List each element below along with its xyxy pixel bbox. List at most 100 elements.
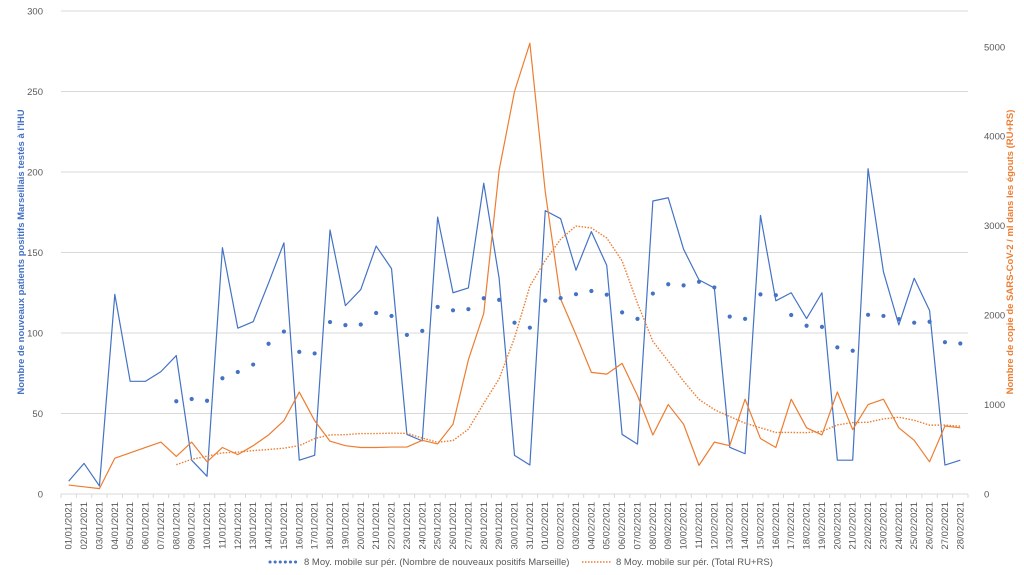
series-1: [68, 42, 961, 490]
x-tick-label: 30/01/2021: [510, 502, 521, 550]
series-2-point: [681, 283, 686, 288]
x-tick-label: 22/01/2021: [387, 502, 398, 550]
series-2-point: [712, 285, 717, 290]
x-tick-label: 11/02/2021: [694, 502, 705, 549]
x-tick-label: 20/02/2021: [832, 502, 843, 550]
x-tick-label: 21/02/2021: [848, 502, 859, 550]
series-3-line: [176, 225, 961, 466]
series-2-point: [604, 292, 609, 297]
left-tick-label: 150: [27, 248, 43, 259]
series-2-point: [251, 362, 256, 367]
series-2-point: [189, 396, 194, 402]
x-tick-label: 04/02/2021: [586, 502, 597, 550]
series-2-point: [773, 293, 778, 298]
series-2-point: [850, 348, 855, 353]
x-tick-label: 10/01/2021: [202, 502, 213, 550]
series-2-point: [896, 317, 901, 322]
x-tick-label: 09/02/2021: [663, 502, 674, 550]
series-2-point: [881, 313, 886, 319]
series-2: [174, 279, 963, 404]
x-tick-label: 28/01/2021: [479, 502, 490, 550]
series-2-point: [343, 323, 348, 328]
series-2-point: [281, 329, 287, 334]
x-tick-label: 04/01/2021: [110, 502, 121, 550]
series-2-point: [512, 320, 517, 325]
x-tick-label: 13/01/2021: [248, 502, 259, 550]
series-2-point: [558, 295, 563, 301]
x-tick-label: 01/02/2021: [540, 502, 551, 550]
series-2-point: [404, 332, 409, 338]
x-tick-label: 24/01/2021: [417, 502, 428, 550]
x-tick-label: 11/01/2021: [217, 502, 228, 549]
left-axis-ticks: 0 50 100 150 200 250 300: [27, 7, 43, 501]
x-tick-label: 23/02/2021: [878, 502, 889, 550]
x-tick-label: 16/02/2021: [771, 502, 782, 550]
right-tick-label: 5000: [984, 42, 1005, 53]
x-tick-label: 08/01/2021: [171, 502, 182, 550]
x-tick-label: 24/02/2021: [894, 502, 905, 550]
series-2-point: [266, 341, 271, 346]
x-tick-label: 05/02/2021: [602, 502, 613, 550]
left-tick-label: 100: [27, 329, 43, 340]
series-2-point: [589, 288, 594, 294]
legend-label-positifs: 8 Moy. mobile sur pér. (Nombre de nouvea…: [304, 557, 569, 568]
series-2-point: [450, 308, 456, 313]
series-2-point: [573, 292, 579, 297]
x-tick-label: 26/01/2021: [448, 502, 459, 550]
x-tick-label: 05/01/2021: [125, 502, 136, 550]
y-axis-right-label: Nombre de copie de SARS-CoV-2 / ml dans …: [1005, 110, 1016, 395]
series-0-line: [68, 168, 961, 487]
legend-label-total: 8 Moy. mobile sur pér. (Total RU+RS): [616, 557, 773, 568]
series-2-point: [220, 376, 225, 381]
x-tick-label: 10/02/2021: [679, 502, 690, 550]
series-2-point: [865, 312, 871, 317]
series-2-point: [958, 341, 963, 346]
series-2-point: [204, 398, 210, 403]
x-tick-label: 09/01/2021: [187, 502, 198, 550]
x-tick-label: 03/01/2021: [94, 502, 105, 550]
x-tick-label: 25/02/2021: [909, 502, 920, 550]
y-axis-left-label: Nombre de nouveaux patients positifs Mar…: [16, 109, 27, 394]
x-tick-label: 01/01/2021: [64, 502, 75, 550]
series-2-point: [297, 349, 302, 354]
x-tick-label: 07/01/2021: [156, 502, 167, 550]
series-2-point: [312, 351, 317, 356]
series-2-point: [789, 312, 794, 318]
series-2-point: [696, 279, 702, 284]
x-tick-label: 18/02/2021: [802, 502, 813, 550]
x-tick-label: 27/02/2021: [940, 502, 951, 550]
series-2-point: [650, 291, 655, 296]
series-2-point: [543, 298, 548, 303]
x-tick-label: 27/01/2021: [463, 502, 474, 550]
series-2-point: [527, 325, 532, 330]
x-tick-label: 28/02/2021: [955, 502, 966, 550]
right-axis-ticks: 0 1000 2000 3000 4000 5000: [984, 42, 1005, 500]
gridlines: [61, 10, 968, 495]
series-2-point: [804, 323, 809, 328]
right-tick-label: 3000: [984, 221, 1005, 232]
x-tick-label: 14/01/2021: [264, 502, 275, 550]
series-2-point: [235, 369, 240, 375]
series-2-point: [758, 292, 763, 297]
x-tick-label: 17/01/2021: [310, 502, 321, 550]
x-tick-label: 06/02/2021: [617, 502, 628, 550]
x-tick-label: 31/01/2021: [525, 502, 536, 550]
series-2-point: [835, 345, 840, 350]
left-tick-label: 50: [32, 409, 43, 420]
x-tick-label: 20/01/2021: [356, 502, 367, 550]
x-tick-label: 02/02/2021: [556, 502, 567, 550]
series-2-point: [174, 399, 179, 404]
series-2-point: [620, 310, 625, 315]
x-tick-label: 19/02/2021: [817, 502, 828, 550]
x-tick-label: 13/02/2021: [725, 502, 736, 550]
x-tick-label: 21/01/2021: [371, 502, 382, 550]
legend: 8 Moy. mobile sur pér. (Nombre de nouvea…: [268, 557, 773, 568]
series-2-point: [481, 296, 486, 301]
x-tick-label: 17/02/2021: [786, 502, 797, 550]
right-tick-label: 2000: [984, 311, 1005, 322]
left-tick-label: 300: [27, 7, 43, 18]
x-tick-label: 26/02/2021: [925, 502, 936, 550]
x-tick-label: 07/02/2021: [632, 502, 643, 550]
x-tick-label: 18/01/2021: [325, 502, 336, 550]
